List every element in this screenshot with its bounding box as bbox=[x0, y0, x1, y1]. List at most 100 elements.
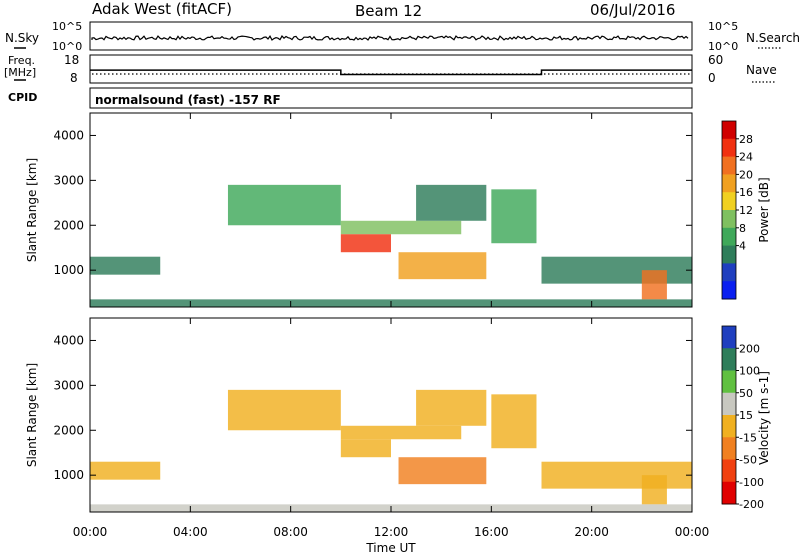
vel-colorbar-tick-label-5: -50 bbox=[739, 454, 757, 467]
nave-tick-bottom: 0 bbox=[708, 71, 716, 85]
vel-colorbar-cell-6 bbox=[722, 459, 736, 483]
velocity-colorbar-label: Velocity [m s-1] bbox=[757, 371, 771, 465]
vel-colorbar-tick-label-4: -15 bbox=[739, 431, 757, 444]
vel-colorbar-tick-label-2: 50 bbox=[739, 387, 753, 400]
power-echo-region-6 bbox=[491, 189, 537, 244]
noise-panel-frame bbox=[89, 21, 693, 51]
date-title: 06/Jul/2016 bbox=[590, 1, 675, 19]
vel-colorbar-cell-4 bbox=[722, 415, 736, 438]
vel-echo-region-3 bbox=[340, 439, 391, 458]
station-title: Adak West (fitACF) bbox=[92, 0, 232, 18]
noise-sky-trace-line bbox=[91, 35, 689, 41]
freq-tick-top: 18 bbox=[64, 53, 79, 67]
velocity-yaxis: 4000 3000 2000 1000 bbox=[53, 333, 692, 482]
power-echo-region-0 bbox=[90, 256, 161, 275]
vel-colorbar-tick-label-6: -100 bbox=[739, 476, 764, 489]
power-echo-region-5 bbox=[416, 184, 487, 221]
power-echo-region-2 bbox=[340, 220, 462, 235]
xtick-label-1: 04:00 bbox=[173, 525, 208, 539]
freq-tick-bottom: 8 bbox=[70, 71, 78, 85]
noise-sky-label: N.Sky bbox=[5, 31, 39, 45]
freq-label: Freq. bbox=[8, 54, 35, 67]
power-ylabel: Slant Range [km] bbox=[25, 158, 39, 262]
vel-echo-region-2 bbox=[340, 425, 462, 440]
xtick-label-0: 00:00 bbox=[73, 525, 108, 539]
power-heatmap bbox=[90, 184, 692, 307]
power-echo-region-4 bbox=[398, 252, 487, 280]
xtick-label-6: 00:00 bbox=[675, 525, 710, 539]
power-ytick-label-1: 3000 bbox=[53, 173, 84, 187]
noise-search-label: N.Search bbox=[746, 31, 800, 45]
power-ytick-label-2: 2000 bbox=[53, 218, 84, 232]
time-xaxis: 00:00 04:00 08:00 12:00 16:00 20:00 00:00 bbox=[73, 113, 710, 539]
xtick-label-4: 16:00 bbox=[474, 525, 509, 539]
power-colorbar-cell-1 bbox=[722, 138, 736, 158]
vel-colorbar-tick-label-1: 100 bbox=[739, 365, 760, 378]
power-colorbar-tick-label-4: 12 bbox=[739, 204, 753, 217]
xtick-label-2: 08:00 bbox=[273, 525, 308, 539]
power-colorbar-cell-8 bbox=[722, 263, 736, 282]
vel-echo-region-1 bbox=[227, 389, 341, 431]
power-echo-region-8 bbox=[641, 270, 667, 300]
vel-colorbar-cell-0 bbox=[722, 326, 736, 349]
vel-colorbar-tick-label-0: 200 bbox=[739, 342, 760, 355]
freq-unit-label: [MHz] bbox=[4, 66, 36, 79]
vel-colorbar-cell-3 bbox=[722, 392, 736, 416]
noise-right-tick-bottom: 10^0 bbox=[708, 40, 738, 53]
power-echo-region-7 bbox=[541, 256, 692, 284]
cpid-text: normalsound (fast) -157 RF bbox=[95, 93, 281, 107]
nave-label: Nave bbox=[746, 63, 777, 77]
xtick-label-5: 20:00 bbox=[574, 525, 609, 539]
power-ytick-label-0: 4000 bbox=[53, 128, 84, 142]
power-colorbar-cell-4 bbox=[722, 192, 736, 211]
power-colorbar-cell-5 bbox=[722, 210, 736, 229]
power-colorbar-cell-0 bbox=[722, 121, 736, 140]
noise-right-tick-top: 10^5 bbox=[708, 20, 738, 33]
vel-echo-region-6 bbox=[491, 394, 537, 449]
vel-ytick-label-0: 4000 bbox=[53, 333, 84, 347]
power-echo-region-1 bbox=[227, 184, 341, 226]
nave-tick-top: 60 bbox=[708, 53, 723, 67]
power-colorbar-tick-label-0: 28 bbox=[739, 133, 753, 146]
power-colorbar-tick-label-2: 20 bbox=[739, 168, 753, 181]
velocity-colorbar: 200 100 50 15 -15 -50 -100 -200 bbox=[721, 325, 764, 511]
noise-sky-trace bbox=[91, 35, 689, 41]
vel-ytick-label-2: 2000 bbox=[53, 423, 84, 437]
vel-colorbar-tick-label-3: 15 bbox=[739, 409, 753, 422]
power-colorbar-tick-label-6: 4 bbox=[739, 240, 746, 253]
vel-colorbar-cell-5 bbox=[722, 437, 736, 460]
power-yaxis: 4000 3000 2000 1000 bbox=[53, 128, 692, 277]
vel-echo-region-0 bbox=[90, 461, 161, 480]
cpid-panel-frame bbox=[89, 87, 693, 109]
xaxis-label: Time UT bbox=[365, 541, 416, 554]
power-colorbar-tick-label-1: 24 bbox=[739, 151, 753, 164]
vel-ytick-label-1: 3000 bbox=[53, 378, 84, 392]
vel-echo-region-4 bbox=[398, 457, 487, 485]
vel-echo-region-5 bbox=[416, 389, 487, 426]
cpid-label: CPID bbox=[8, 91, 37, 104]
power-colorbar: 28 24 20 16 12 8 4 bbox=[721, 120, 753, 300]
vel-colorbar-cell-2 bbox=[722, 370, 736, 394]
power-colorbar-cell-7 bbox=[722, 245, 736, 264]
power-colorbar-tick-label-3: 16 bbox=[739, 186, 753, 199]
power-colorbar-label: Power [dB] bbox=[757, 177, 771, 242]
power-colorbar-cell-2 bbox=[722, 156, 736, 175]
freq-panel-frame bbox=[89, 54, 693, 84]
noise-left-tick-top: 10^5 bbox=[52, 20, 82, 33]
vel-colorbar-cell-7 bbox=[722, 481, 736, 505]
power-colorbar-cell-9 bbox=[722, 281, 736, 300]
beam-title: Beam 12 bbox=[355, 2, 422, 20]
power-colorbar-tick-label-5: 8 bbox=[739, 222, 746, 235]
vel-colorbar-cell-1 bbox=[722, 348, 736, 371]
power-echo-region-3 bbox=[340, 234, 391, 253]
vel-echo-region-8 bbox=[641, 475, 667, 505]
vel-echo-region-7 bbox=[541, 461, 692, 489]
vel-ytick-label-3: 1000 bbox=[53, 468, 84, 482]
vel-colorbar-tick-label-7: -200 bbox=[739, 498, 764, 511]
xtick-label-3: 12:00 bbox=[374, 525, 409, 539]
power-colorbar-cell-3 bbox=[722, 174, 736, 193]
velocity-heatmap bbox=[90, 389, 692, 512]
power-colorbar-cell-6 bbox=[722, 227, 736, 247]
power-ytick-label-3: 1000 bbox=[53, 263, 84, 277]
